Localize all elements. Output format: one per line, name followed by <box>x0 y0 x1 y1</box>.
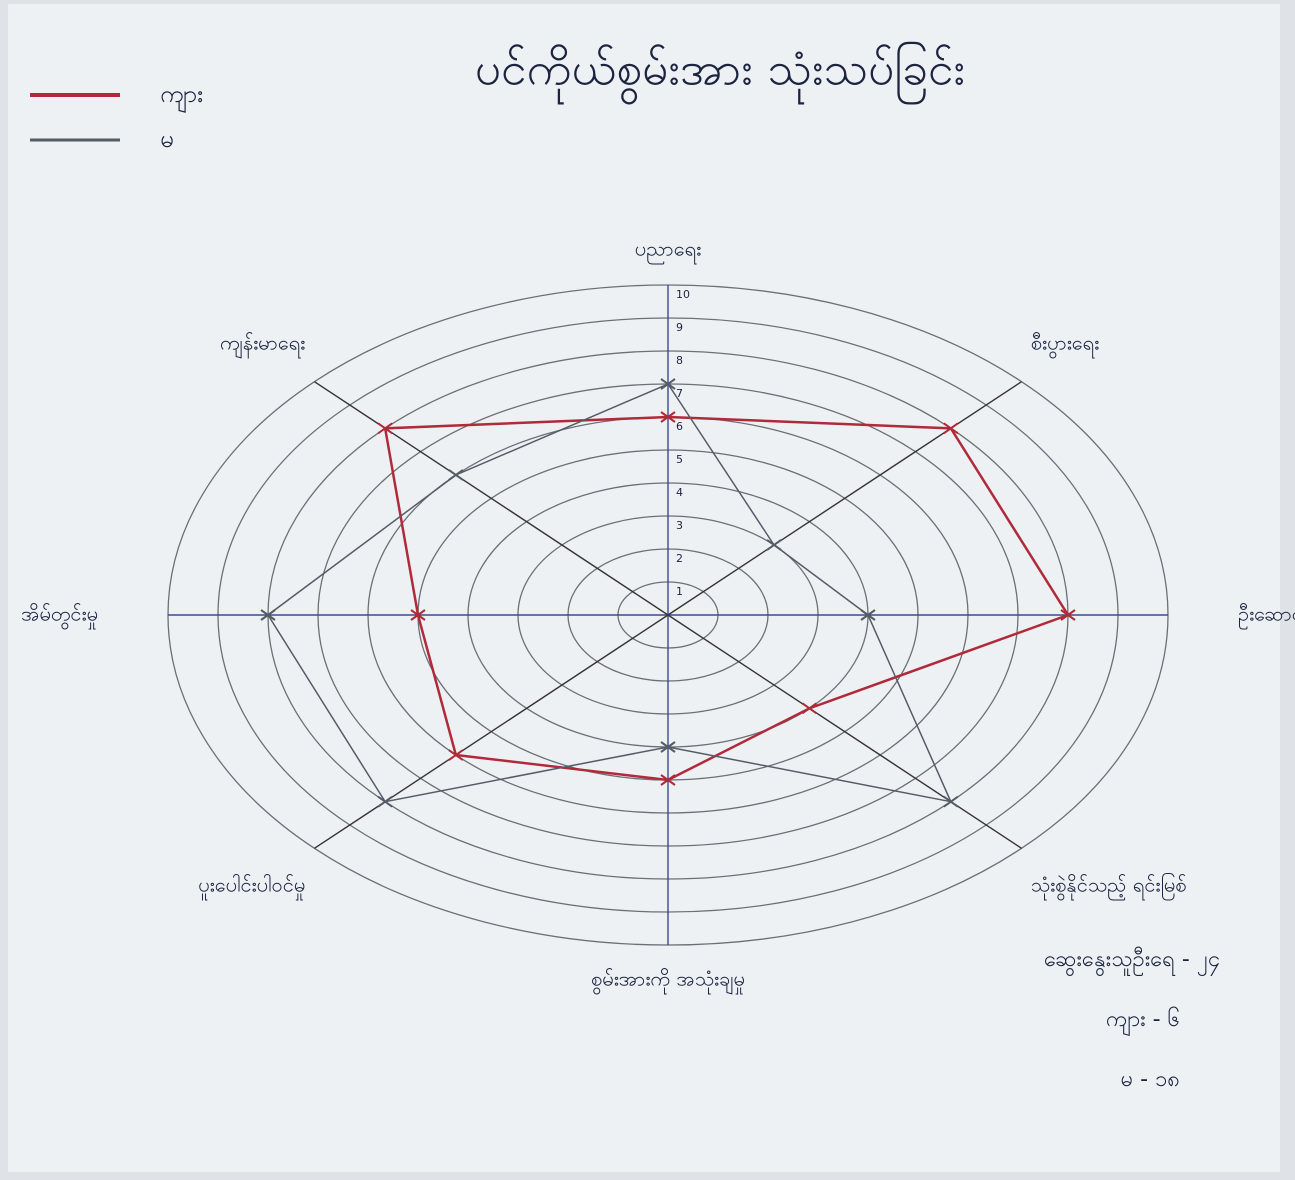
axis-label: သုံးစွဲနိုင်သည့် ရင်းမြစ် <box>1031 872 1187 900</box>
r-tick-label: 9 <box>676 321 683 334</box>
paper <box>8 4 1280 1172</box>
r-tick-label: 4 <box>676 486 683 499</box>
axis-label: ဦးဆောင်မှု <box>1238 602 1295 630</box>
legend-label: မ <box>160 125 174 153</box>
axis-label: အိမ်တွင်းမှု <box>21 602 98 630</box>
r-tick-label: 1 <box>676 585 683 598</box>
note: ကျား - ၆ <box>1106 1006 1180 1036</box>
axis-label: စွမ်းအားကို အသုံးချမှု <box>591 967 745 995</box>
axis-label: ပူးပေါင်းပါဝင်မှု <box>198 872 305 900</box>
chart: ပင်ကိုယ်စွမ်းအား သုံးသပ်ခြင်း ကျားမ ဆွေး… <box>0 0 1295 1180</box>
axis-label: ကျန်းမာရေး <box>220 331 305 359</box>
note: မ - ၁၈ <box>1121 1067 1180 1092</box>
r-tick-label: 3 <box>676 519 683 532</box>
page: ပင်ကိုယ်စွမ်းအား သုံးသပ်ခြင်း ကျားမ ဆွေး… <box>0 0 1295 1180</box>
axis-label: ပညာရေး <box>635 237 701 265</box>
r-tick-label: 10 <box>676 288 690 301</box>
axis-label: စီးပွားရေး <box>1031 331 1099 359</box>
r-tick-label: 5 <box>676 453 683 466</box>
r-tick-label: 8 <box>676 354 683 367</box>
r-tick-label: 6 <box>676 420 683 433</box>
r-tick-label: 2 <box>676 552 683 565</box>
